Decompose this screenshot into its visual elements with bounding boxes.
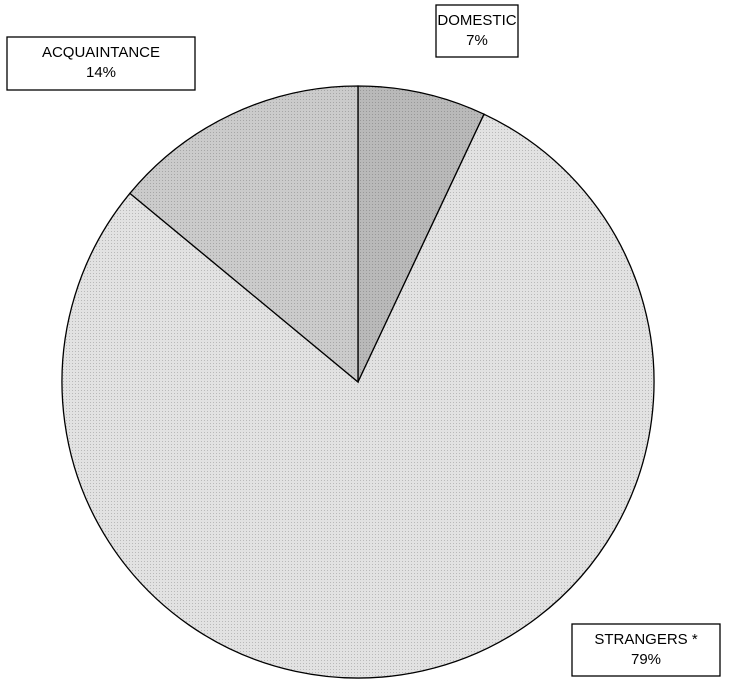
slice-texture (61, 114, 654, 678)
slice-value-label: 7% (466, 32, 488, 49)
slice-label: STRANGERS * (594, 631, 698, 648)
slice-texture (358, 86, 485, 382)
slice-label: DOMESTIC (437, 12, 516, 29)
label-box (6, 36, 196, 91)
slice-value-label: 14% (86, 64, 116, 81)
label-box (435, 4, 519, 58)
slice-value-label: 79% (631, 651, 661, 668)
label-box (571, 623, 721, 677)
slice-texture (129, 86, 358, 382)
slice-label: ACQUAINTANCE (42, 44, 160, 61)
